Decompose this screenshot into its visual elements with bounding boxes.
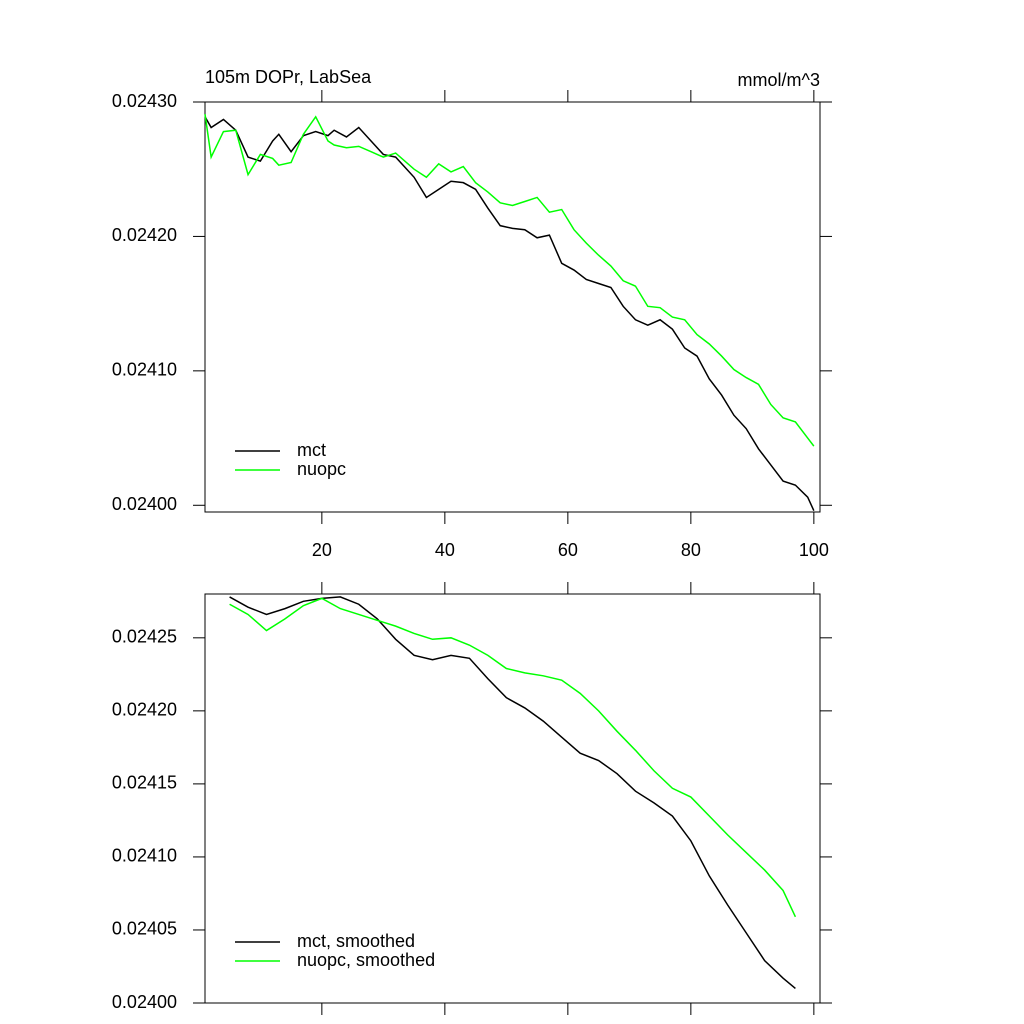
y-tick-label: 0.02430: [112, 91, 177, 111]
legend-label: nuopc, smoothed: [297, 950, 435, 970]
plot-frame: [204, 101, 821, 513]
x-tick-label: 100: [799, 540, 829, 560]
plot-frame: [204, 593, 821, 1004]
x-tick-label: 40: [435, 540, 455, 560]
x-tick-label: 80: [681, 540, 701, 560]
data-line: [204, 116, 815, 511]
y-tick-label: 0.02405: [112, 919, 177, 939]
y-tick-label: 0.02425: [112, 627, 177, 647]
y-tick-label: 0.02410: [112, 846, 177, 866]
legend-label: mct: [297, 440, 326, 460]
y-tick-label: 0.02420: [112, 700, 177, 720]
data-line: [204, 113, 815, 447]
units-label: mmol/m^3: [738, 70, 820, 90]
legend-label: mct, smoothed: [297, 931, 415, 951]
data-line: [229, 596, 796, 989]
x-tick-label: 20: [312, 540, 332, 560]
y-tick-label: 0.02420: [112, 225, 177, 245]
data-line: [229, 597, 797, 918]
legend-label: nuopc: [297, 459, 346, 479]
y-tick-label: 0.02415: [112, 773, 177, 793]
y-tick-label: 0.02400: [112, 494, 177, 514]
y-tick-label: 0.02400: [112, 992, 177, 1012]
y-tick-label: 0.02410: [112, 360, 177, 380]
x-tick-label: 60: [558, 540, 578, 560]
chart-title: 105m DOPr, LabSea: [205, 67, 372, 87]
